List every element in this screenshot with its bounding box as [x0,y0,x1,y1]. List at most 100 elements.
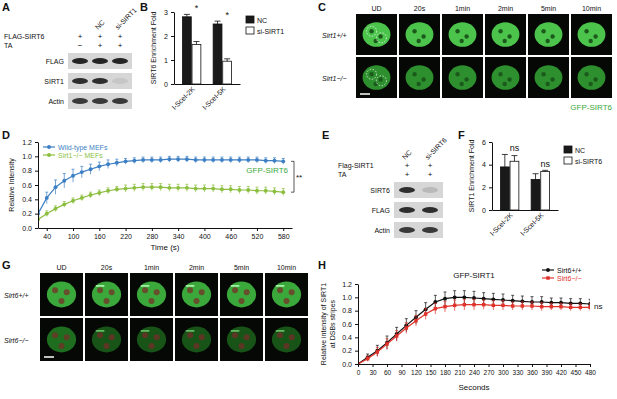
error-cap [177,156,180,157]
axis: 0.00.20.40.60.81.01.2 [342,281,358,368]
nucleolus [545,82,549,86]
error-cap [444,292,447,293]
tick-label: 210 [455,369,466,376]
marker [453,295,457,299]
panel-label: C [318,1,326,13]
error-cap [463,290,466,291]
tick: 0 [482,207,492,214]
lane-header: si-SIRT1 [114,7,138,31]
series-line [358,305,590,364]
axis-title: at DSBs stripes [329,299,337,348]
error-cap [511,295,514,296]
chart-title: GFP-SIRT6 [246,166,288,175]
bar [223,61,232,84]
error-cap [115,159,118,160]
tick-mark [445,364,446,367]
treatment-mark: + [98,32,103,41]
marker [62,202,66,206]
marker [176,186,180,190]
marker [273,159,277,163]
column-header: UD [371,5,381,12]
tick-mark [355,311,358,312]
nucleolus [502,39,506,43]
dsb-stripe [276,285,285,287]
error-cap [54,179,57,180]
error-bar [514,156,515,162]
error-cap [220,157,223,158]
marker [124,159,128,163]
row-label: Sirt1+/+ [322,32,347,39]
tick: 0.0 [342,361,358,368]
error-cap [247,157,250,158]
tick: 1.2 [342,281,358,288]
error-cap [159,183,162,184]
marker [462,295,466,299]
error-cap [124,158,127,159]
tick: 40 [43,228,51,240]
panel-label: F [458,129,465,141]
nucleolus [284,343,290,349]
blot-strip [68,53,132,69]
blot-band [422,227,438,233]
tick-mark [489,364,490,367]
tick: 210 [455,364,466,376]
marker [54,185,58,189]
error-cap [107,187,110,188]
marker [71,199,75,203]
nucleolus [378,34,382,38]
legend-swatch [564,146,572,153]
tick-label: 1 [164,57,168,64]
axis-title: SIRT6 Enrichment Fold [150,12,157,85]
marker [491,297,495,301]
tick: 6 [482,139,492,146]
nucleolus [593,77,597,81]
error-cap [238,186,241,187]
series-line [358,297,590,364]
row-label: FLAG-SIRT6 [4,33,44,40]
treatment-mark: + [118,41,123,50]
nucleolus [64,289,70,295]
tick-mark [489,210,492,211]
tick-mark [171,60,174,61]
tick-mark [590,364,591,367]
error-cap [72,197,75,198]
axis: 0246 [482,139,492,214]
lane-header: NC [401,149,413,161]
marker [211,158,215,162]
marker [550,305,553,308]
error-cap [63,173,66,174]
axis-line [39,228,293,229]
error-cap [273,187,276,188]
error-cap [142,183,145,184]
error-cap [415,310,418,311]
error-cap [415,315,418,316]
nucleus [492,22,520,47]
chart-title: GFP-SIRT1 [453,271,495,280]
error-cap [482,300,485,301]
axis-line [492,143,493,211]
blot-band [422,207,438,213]
tick-label: 0.4 [22,196,32,203]
nucleus [92,282,121,308]
micrograph [356,14,397,55]
tick-label: 0.8 [22,167,32,174]
bar [500,167,509,210]
nucleus [272,282,301,308]
error-cap [89,192,92,193]
nucleolus [187,287,193,293]
tick-label: 390 [542,369,553,376]
legend-marker [546,276,549,279]
bar [182,17,191,84]
chart: 0306090120150180210240270300330360390420… [320,267,602,393]
error-cap [560,298,563,299]
tick-label: 240 [469,369,480,376]
error-cap [542,170,548,171]
error-cap [212,185,215,186]
tick: 0.4 [22,196,38,203]
laser-spot [376,76,386,86]
tick-label: I-SceI-2K [488,211,514,237]
blot-band [112,98,128,104]
dsb-stripe [186,330,195,332]
error-cap [482,292,485,293]
nucleolus [498,29,502,33]
